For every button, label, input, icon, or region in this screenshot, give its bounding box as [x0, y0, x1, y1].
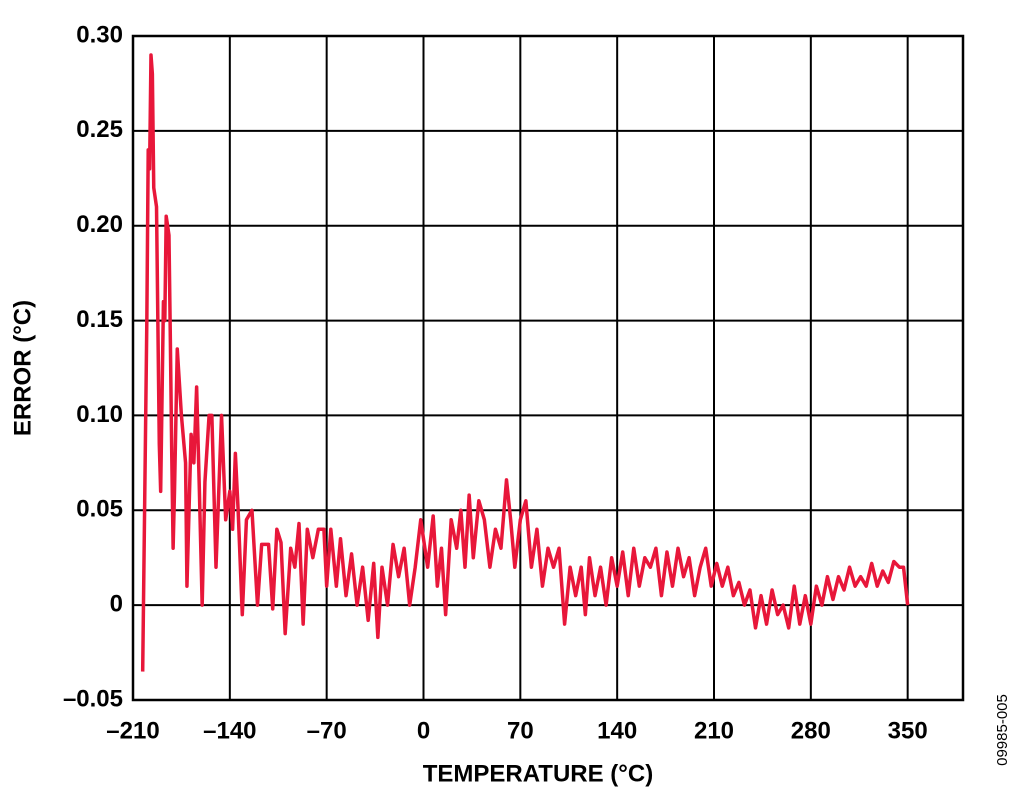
- data-line: [140, 53, 910, 672]
- y-tick-label: 0.30: [76, 21, 123, 48]
- figure-id: 09985-005: [994, 694, 1011, 766]
- y-tick-label: 0.15: [76, 306, 123, 333]
- y-tick-label: 0.05: [76, 496, 123, 523]
- x-tick-label: 280: [791, 717, 831, 744]
- x-tick-label: 70: [507, 717, 534, 744]
- x-tick-label: –140: [203, 717, 256, 744]
- y-tick-label: 0.20: [76, 211, 123, 238]
- x-tick-label: –210: [106, 717, 159, 744]
- plot-frame: [131, 34, 965, 702]
- x-axis-label: TEMPERATURE (°C): [423, 760, 653, 787]
- x-tick-label: 210: [694, 717, 734, 744]
- y-tick-label: 0: [110, 590, 123, 617]
- x-tick-label: 0: [417, 717, 430, 744]
- y-axis-label: ERROR (°C): [9, 300, 36, 436]
- x-tick-label: –70: [307, 717, 347, 744]
- y-tick-label: 0.10: [76, 401, 123, 428]
- y-tick-label: –0.05: [63, 685, 123, 712]
- x-tick-label: 350: [888, 717, 928, 744]
- x-tick-label: 140: [597, 717, 637, 744]
- y-tick-label: 0.25: [76, 116, 123, 143]
